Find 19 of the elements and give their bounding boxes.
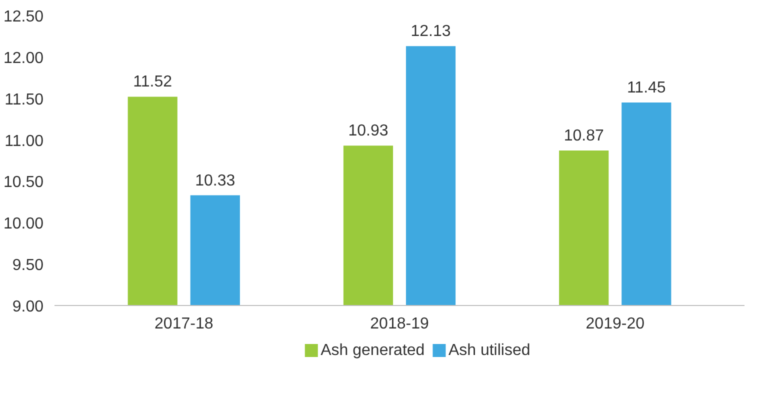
y-tick-label: 10.00	[3, 216, 44, 233]
y-tick-label: 11.00	[4, 132, 44, 150]
x-tick-label: 2019-20	[586, 316, 645, 332]
y-tick-label: 9.00	[12, 298, 44, 316]
data-label: 11.45	[626, 80, 666, 96]
y-tick-label: 12.00	[3, 50, 44, 67]
legend-label: Ash utilised	[448, 342, 530, 359]
y-tick-label: 12.50	[3, 8, 44, 26]
legend-label: Ash generated	[320, 342, 425, 359]
y-tick-label: 10.50	[3, 174, 44, 192]
data-label: 10.33	[195, 172, 236, 190]
x-tick-label: 2017-18	[154, 316, 214, 332]
data-label: 11.52	[133, 74, 172, 91]
y-tick-label: 11.50	[4, 91, 44, 108]
data-label: 12.13	[410, 23, 451, 40]
x-tick-label: 2018-19	[370, 316, 429, 332]
data-label: 10.93	[348, 122, 388, 140]
y-tick-label: 9.50	[12, 257, 44, 274]
data-label: 10.87	[564, 128, 604, 145]
